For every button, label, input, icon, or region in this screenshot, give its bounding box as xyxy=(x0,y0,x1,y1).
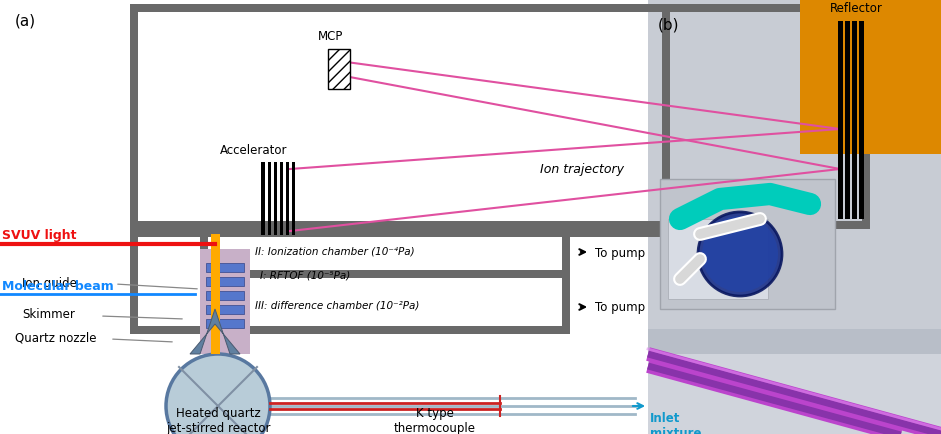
Bar xyxy=(280,163,283,236)
Bar xyxy=(328,50,350,90)
Bar xyxy=(852,22,857,220)
Text: To pump: To pump xyxy=(595,246,646,259)
Text: Reflector: Reflector xyxy=(830,2,883,15)
Bar xyxy=(206,319,244,328)
Bar xyxy=(206,263,244,273)
Text: Ion guide: Ion guide xyxy=(22,276,77,289)
Bar xyxy=(662,221,870,230)
Text: I: RFTOF (10⁻⁵Pa): I: RFTOF (10⁻⁵Pa) xyxy=(260,270,350,279)
Bar xyxy=(800,0,941,155)
Bar xyxy=(648,354,941,434)
Bar xyxy=(206,277,244,286)
Bar xyxy=(274,163,277,236)
Bar xyxy=(130,237,138,246)
Circle shape xyxy=(698,213,782,296)
Bar xyxy=(130,221,670,230)
Text: Quartz nozzle: Quartz nozzle xyxy=(15,331,97,344)
Text: (b): (b) xyxy=(658,18,679,33)
Text: III: difference chamber (10⁻²Pa): III: difference chamber (10⁻²Pa) xyxy=(255,299,420,309)
Text: K type
thermocouple: K type thermocouple xyxy=(394,406,476,434)
Circle shape xyxy=(702,217,778,293)
Bar xyxy=(130,326,200,334)
Text: Heated quartz
jet-stirred reactor: Heated quartz jet-stirred reactor xyxy=(166,406,270,434)
Bar xyxy=(211,234,220,354)
Bar xyxy=(662,5,670,230)
Bar xyxy=(862,5,870,230)
Bar xyxy=(206,305,244,314)
Bar xyxy=(130,5,138,230)
Bar xyxy=(130,230,200,237)
Text: Molecular beam: Molecular beam xyxy=(2,279,114,293)
Text: Accelerator: Accelerator xyxy=(220,144,288,157)
Text: (a): (a) xyxy=(15,14,36,29)
Text: SVUV light: SVUV light xyxy=(2,228,76,241)
Bar xyxy=(200,326,570,334)
Bar xyxy=(648,0,941,434)
Text: Ion trajectory: Ion trajectory xyxy=(540,163,624,176)
Bar xyxy=(292,163,295,236)
Bar xyxy=(200,230,208,334)
Text: To pump: To pump xyxy=(595,301,646,314)
Bar xyxy=(200,250,250,354)
Bar xyxy=(206,291,244,300)
Bar xyxy=(662,5,870,13)
Bar xyxy=(130,5,670,13)
Text: MCP: MCP xyxy=(318,30,343,43)
Bar xyxy=(845,22,850,220)
Bar xyxy=(130,230,670,237)
Text: Inlet
mixture
gas: Inlet mixture gas xyxy=(650,411,701,434)
Bar xyxy=(562,230,570,334)
Polygon shape xyxy=(190,309,240,354)
Bar xyxy=(286,163,289,236)
Bar xyxy=(660,180,835,309)
Bar xyxy=(668,220,768,299)
Bar xyxy=(200,230,570,237)
Text: II: Ionization chamber (10⁻⁴Pa): II: Ionization chamber (10⁻⁴Pa) xyxy=(255,247,415,256)
Bar xyxy=(268,163,271,236)
Text: Skimmer: Skimmer xyxy=(22,308,75,321)
Bar xyxy=(570,230,670,237)
Bar xyxy=(859,22,864,220)
Circle shape xyxy=(166,354,270,434)
Bar xyxy=(838,22,843,220)
Bar xyxy=(130,230,138,334)
Bar xyxy=(261,163,265,236)
Bar xyxy=(200,270,570,278)
Bar xyxy=(648,329,941,429)
